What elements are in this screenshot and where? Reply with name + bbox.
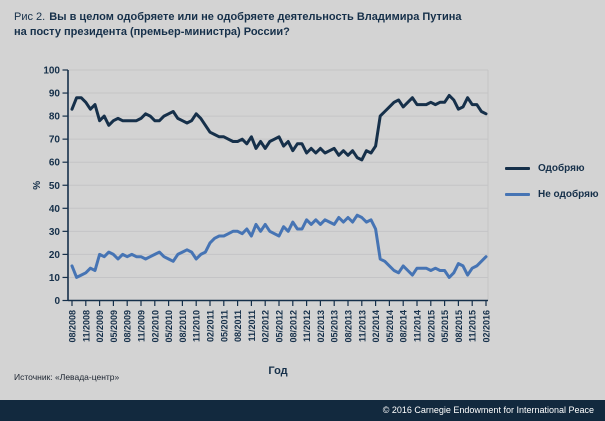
y-tick-label-60: 60 xyxy=(49,158,61,169)
y-axis-title: % xyxy=(32,181,43,190)
y-tick-label-70: 70 xyxy=(49,135,61,146)
y-tick-label-100: 100 xyxy=(43,66,60,77)
y-tick-label-10: 10 xyxy=(49,273,61,284)
disapprove-line-swatch xyxy=(505,192,530,196)
x-tick-label-08/2011: 08/2011 xyxy=(233,310,243,342)
x-tick-label-11/2008: 11/2008 xyxy=(81,310,91,342)
chart-legend: Одобряю Не одобряю xyxy=(505,162,603,214)
x-tick-label-02/2015: 02/2015 xyxy=(426,310,436,343)
x-tick-label-08/2014: 08/2014 xyxy=(399,310,409,343)
footer-bar: © 2016 Carnegie Endowment for Internatio… xyxy=(0,400,605,421)
approve-line xyxy=(70,93,488,162)
x-tick-label-02/2012: 02/2012 xyxy=(261,310,271,343)
x-tick-label-11/2010: 11/2010 xyxy=(192,310,202,342)
x-tick-label-05/2012: 05/2012 xyxy=(275,310,285,343)
y-tick-label-50: 50 xyxy=(49,181,61,192)
y-tick-label-80: 80 xyxy=(49,112,61,123)
x-tick-label-08/2010: 08/2010 xyxy=(178,310,188,343)
x-tick-label-11/2009: 11/2009 xyxy=(137,310,147,342)
y-tick-label-20: 20 xyxy=(49,250,61,261)
x-tick-label-02/2010: 02/2010 xyxy=(150,310,160,343)
x-tick-label-02/2014: 02/2014 xyxy=(371,310,381,343)
x-tick-label-08/2013: 08/2013 xyxy=(344,310,354,343)
y-tick-label-90: 90 xyxy=(49,89,61,100)
x-tick-label-05/2009: 05/2009 xyxy=(109,310,119,343)
legend-item-approve: Одобряю xyxy=(505,162,603,174)
y-tick-label-40: 40 xyxy=(49,204,61,215)
x-tick-label-05/2011: 05/2011 xyxy=(219,310,229,342)
x-tick-label-11/2013: 11/2013 xyxy=(357,310,367,342)
x-tick-label-11/2012: 11/2012 xyxy=(302,310,312,342)
source-note: Источник: «Левада-центр» xyxy=(14,372,120,382)
x-tick-label-02/2013: 02/2013 xyxy=(316,310,326,343)
figure-title-line2: на посту президента (премьер-министра) Р… xyxy=(14,26,290,38)
x-tick-label-11/2014: 11/2014 xyxy=(413,310,423,342)
figure-number: Рис 2. xyxy=(14,11,46,23)
disapprove-line xyxy=(70,213,488,279)
x-tick-label-11/2015: 11/2015 xyxy=(468,310,478,342)
x-tick-label-02/2011: 02/2011 xyxy=(206,310,216,342)
x-tick-label-08/2015: 08/2015 xyxy=(454,310,464,343)
approve-line-swatch xyxy=(505,166,530,170)
figure-title-line1: Вы в целом одобряете или не одобряете де… xyxy=(49,11,462,23)
approve-legend-label: Одобряю xyxy=(538,162,585,174)
x-tick-label-11/2011: 11/2011 xyxy=(247,310,257,342)
x-tick-label-05/2013: 05/2013 xyxy=(330,310,340,343)
x-tick-label-02/2009: 02/2009 xyxy=(95,310,105,343)
legend-item-disapprove: Не одобряю xyxy=(505,188,603,200)
x-tick-label-05/2010: 05/2010 xyxy=(164,310,174,343)
x-tick-label-05/2015: 05/2015 xyxy=(440,310,450,343)
copyright-text: © 2016 Carnegie Endowment for Internatio… xyxy=(382,405,594,415)
y-tick-label-30: 30 xyxy=(49,227,61,238)
x-tick-label-08/2012: 08/2012 xyxy=(288,310,298,343)
y-tick-label-0: 0 xyxy=(54,296,60,307)
figure-title: Рис 2. Вы в целом одобряете или не одобря… xyxy=(14,10,574,40)
x-axis-title: Год xyxy=(268,365,287,377)
x-tick-label-08/2009: 08/2009 xyxy=(123,310,133,343)
approval-line-chart: 0 10 20 30 40 50 60 70 80 90 100 08/2008 11/2008 02/2… xyxy=(32,66,492,378)
x-tick-label-02/2016: 02/2016 xyxy=(482,310,492,343)
x-tick-label-05/2014: 05/2014 xyxy=(385,310,395,343)
disapprove-legend-label: Не одобряю xyxy=(538,188,599,200)
x-tick-label-08/2008: 08/2008 xyxy=(68,310,78,343)
